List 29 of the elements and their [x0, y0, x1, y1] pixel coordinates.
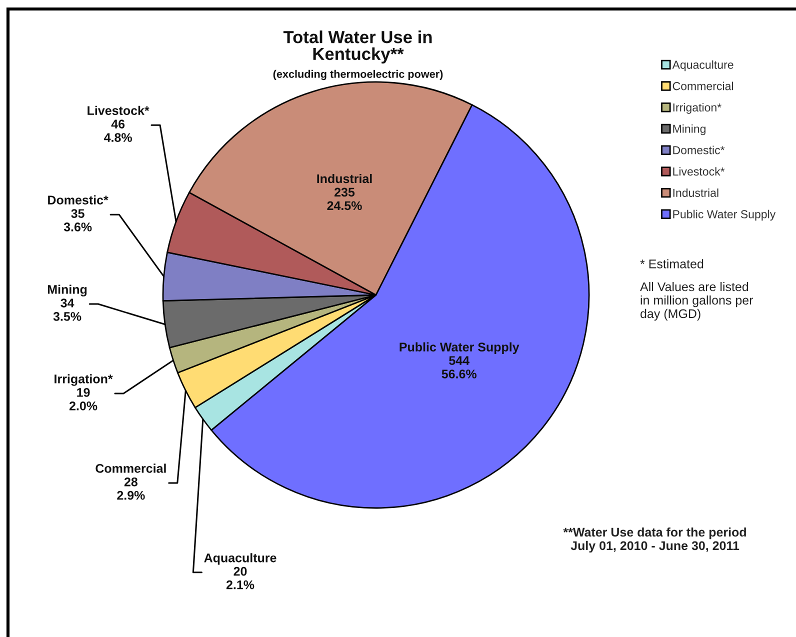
text: **Water Use data for the period July 01, 2010 - June 30, 2011 — [563, 527, 746, 553]
data-label: 235 24.5% — [327, 188, 362, 210]
data-label: 20 2.1% — [226, 566, 254, 590]
text: (excluding thermoelectric power) — [273, 70, 443, 80]
legend-label: Aquaculture — [672, 60, 734, 72]
slice-label: Domestic* — [48, 195, 108, 204]
text: * Estimated — [640, 259, 704, 268]
slice-label: Commercial — [96, 464, 166, 473]
legend-label: Commercial — [672, 82, 733, 90]
data-label: 544 56.6% — [442, 356, 476, 378]
chart-title: Total Water Use in Kentucky** — [283, 30, 432, 64]
data-label: 19 2.0% — [69, 388, 98, 410]
slice-label: Public Water Supply — [400, 342, 520, 354]
legend-label: Domestic* — [673, 146, 725, 154]
slice-label: Industrial — [317, 174, 372, 184]
legend-label: Mining — [673, 124, 706, 136]
data-label: 34 3.5% — [53, 298, 82, 321]
slice-label: Irrigation* — [54, 374, 113, 386]
legend-label: Irrigation* — [673, 103, 722, 114]
data-label: 35 3.6% — [64, 209, 92, 232]
text: All Values are listed in million gallons per day (MGD) — [640, 282, 754, 321]
data-label: 46 4.8% — [104, 120, 132, 142]
slice-label: Mining — [48, 284, 87, 296]
legend-label: Livestock* — [673, 167, 725, 176]
legend-label: Public Water Supply — [673, 210, 776, 221]
legend-label: Industrial — [673, 188, 718, 197]
data-label: 28 2.9% — [117, 477, 145, 500]
slice-label: Aquaculture — [204, 553, 276, 565]
slice-label: Livestock* — [88, 106, 150, 116]
